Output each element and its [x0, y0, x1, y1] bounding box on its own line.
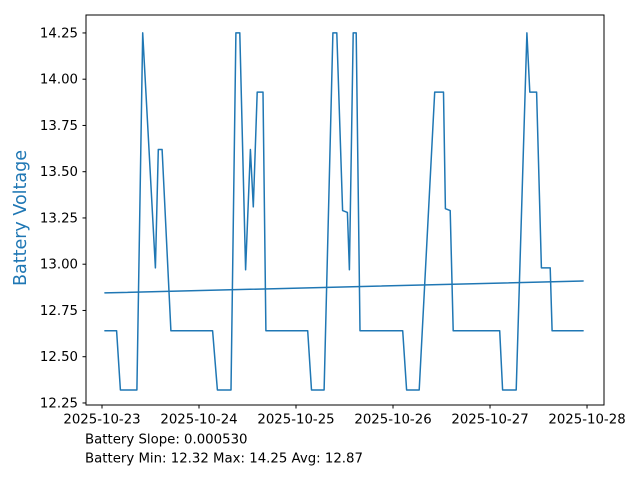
x-tick-label: 2025-10-26 [354, 413, 431, 428]
y-tick-label: 13.50 [40, 165, 78, 180]
y-tick-label: 13.75 [40, 119, 78, 134]
x-tick-label: 2025-10-25 [257, 413, 334, 428]
x-tick-label: 2025-10-28 [548, 413, 625, 428]
y-tick-label: 13.25 [40, 211, 78, 226]
y-axis-ticks: 12.25 12.50 12.75 13.00 13.25 13.50 13.75 14.00… [40, 26, 86, 411]
x-tick-label: 2025-10-23 [63, 413, 140, 428]
plot-border [85, 14, 605, 406]
y-axis-label: Battery Voltage [11, 150, 31, 286]
battery-trend-line [104, 280, 584, 294]
footer-stats-slope: Battery Slope: 0.000530 [85, 433, 247, 448]
y-tick-label: 14.00 [40, 73, 78, 88]
footer-stats-minmaxavg: Battery Min: 12.32 Max: 14.25 Avg: 12.87 [85, 452, 363, 467]
data-series [104, 32, 584, 391]
y-tick-label: 12.50 [40, 350, 78, 365]
x-tick-label: 2025-10-27 [451, 413, 528, 428]
battery-voltage-line [104, 32, 584, 391]
y-tick-label: 12.75 [40, 304, 78, 319]
y-tick-label: 13.00 [40, 258, 78, 273]
x-tick-label: 2025-10-24 [160, 413, 237, 428]
y-tick-label: 14.25 [40, 26, 78, 41]
x-axis-ticks: 2025-10-23 2025-10-24 2025-10-25 2025-10-26… [63, 405, 626, 428]
y-tick-label: 12.25 [40, 396, 78, 411]
